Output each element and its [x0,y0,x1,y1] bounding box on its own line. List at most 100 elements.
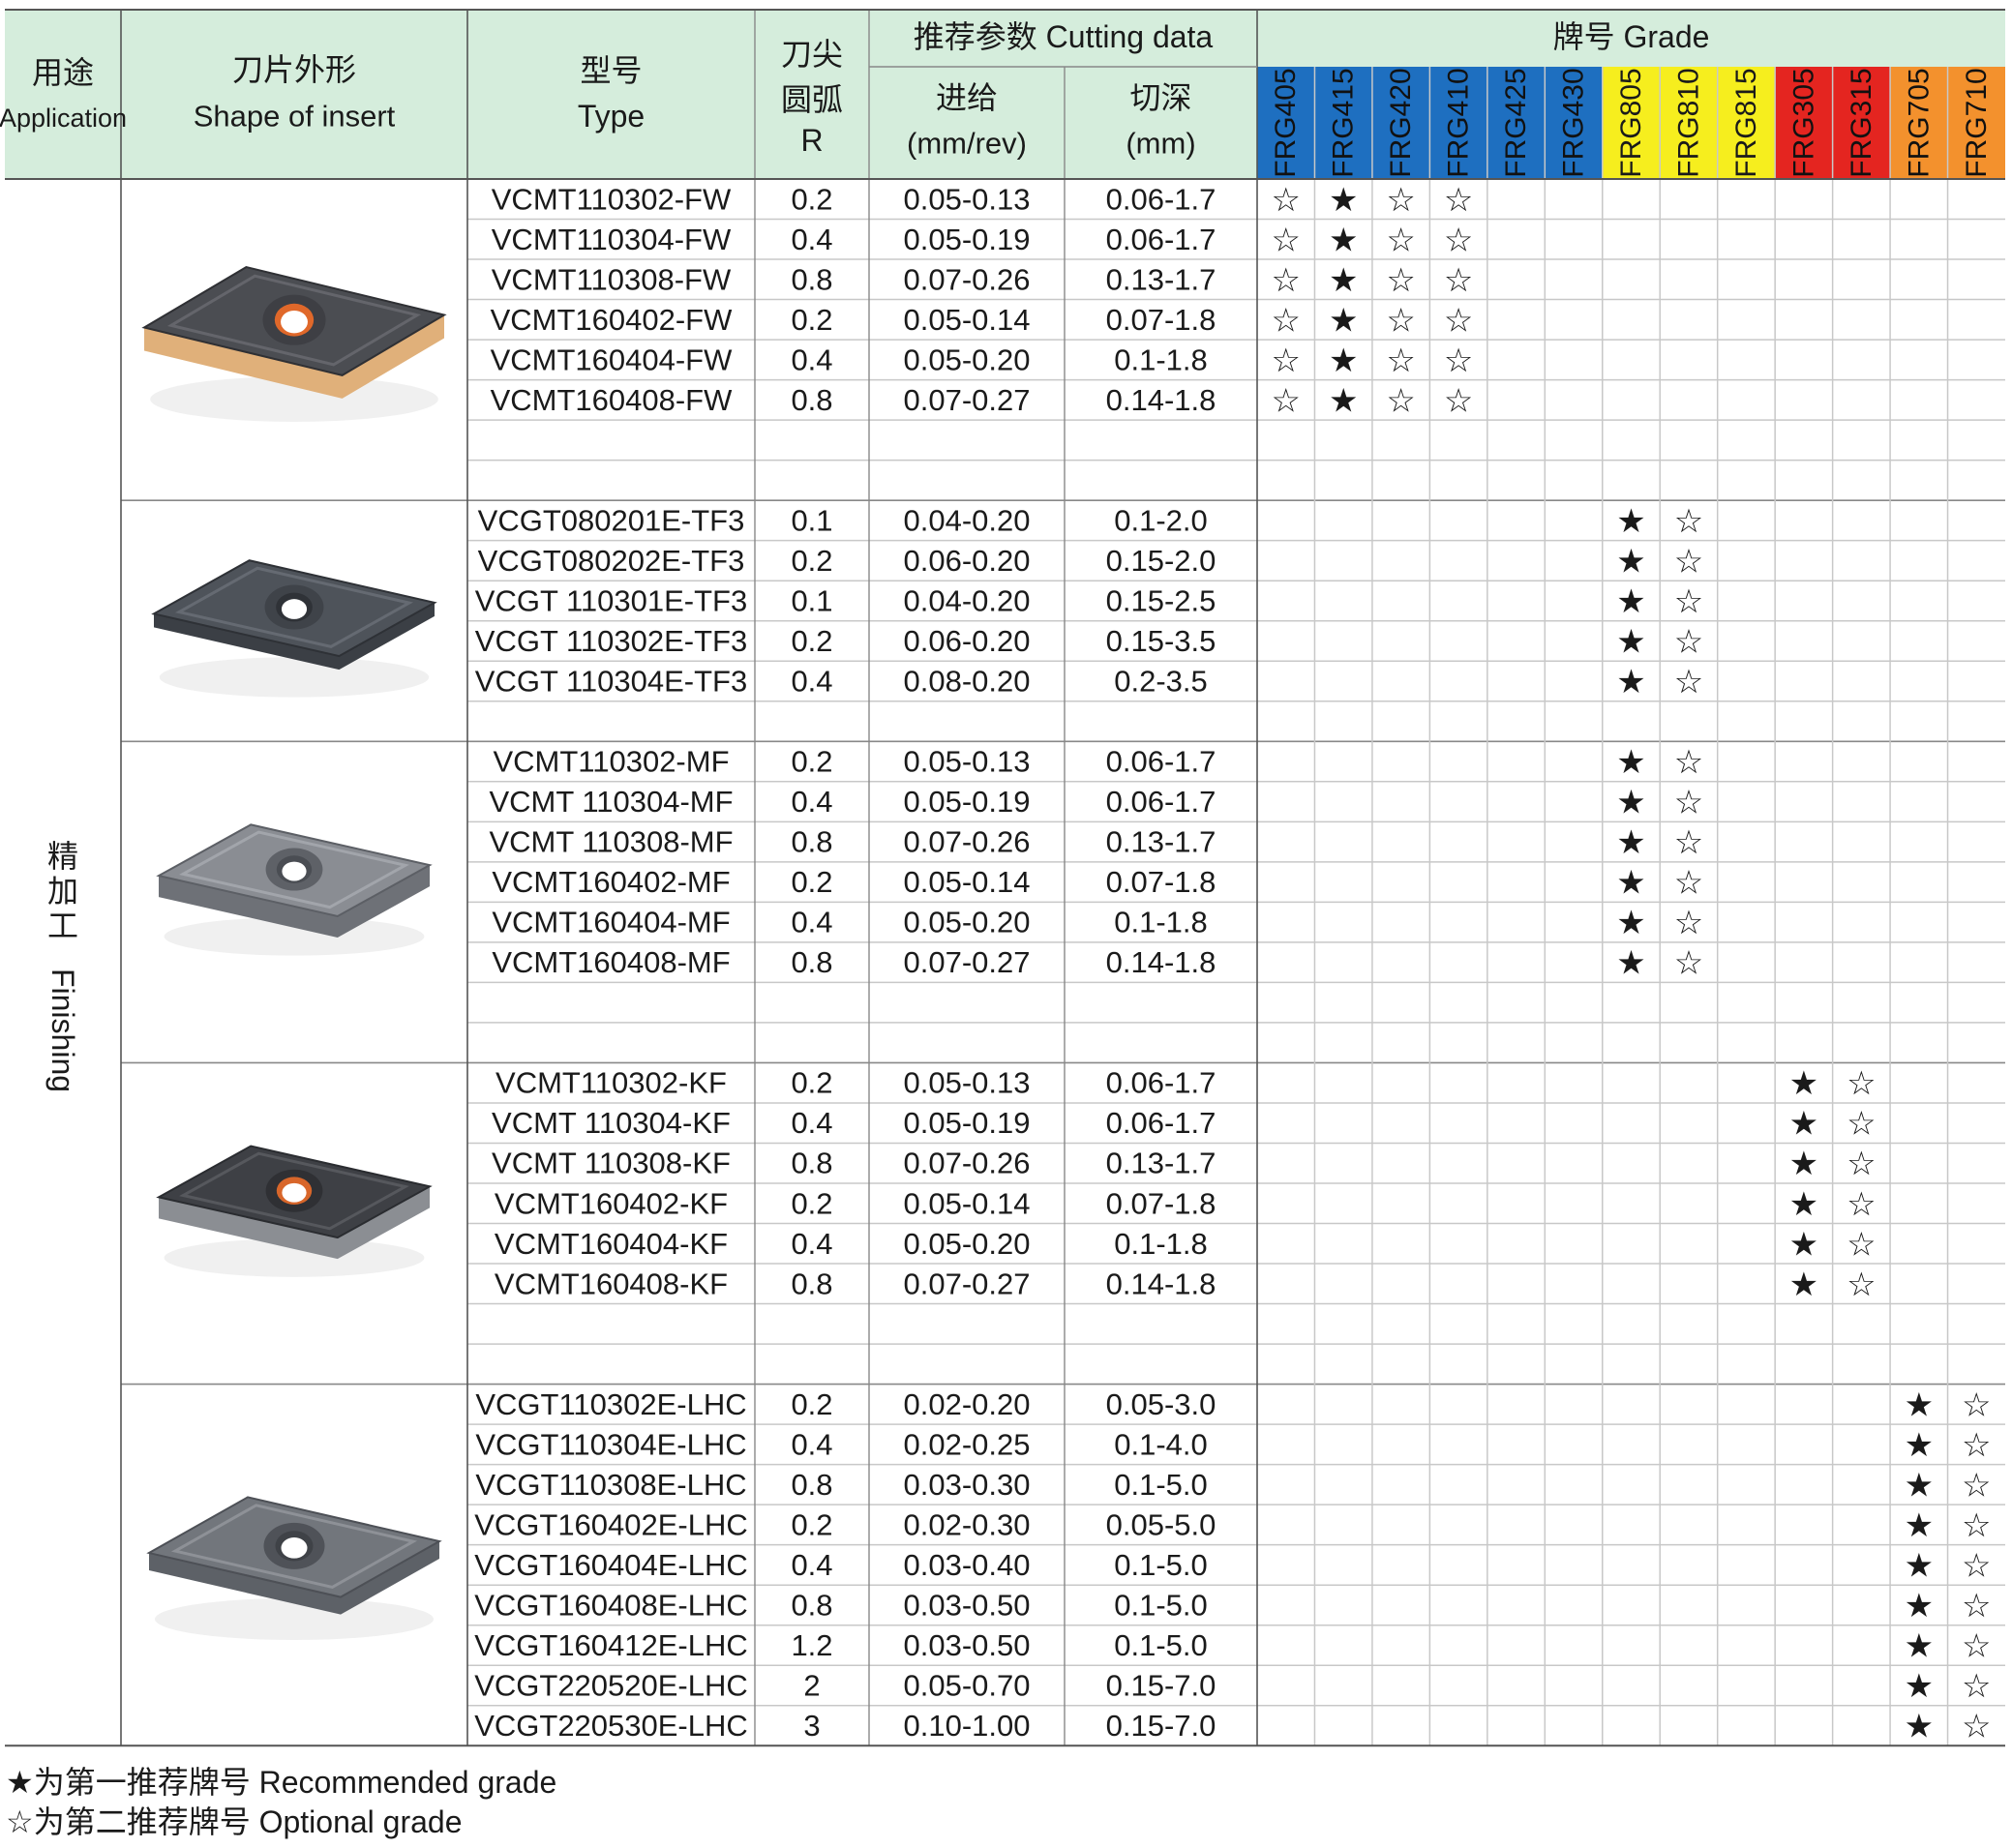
optional-star: ☆ [1674,744,1703,781]
recommended-star: ★ [1616,744,1645,781]
optional-star: ☆ [1271,343,1300,379]
r-cell: 0.8 [791,1267,832,1300]
r-cell: 0.4 [791,1106,832,1140]
feed-cell: 0.07-0.26 [904,825,1031,859]
grade-header-frg315 [1832,67,1891,179]
optional-star: ☆ [1962,1427,1991,1464]
type-cell: VCMT110302-FW [492,182,732,216]
feed-cell: 0.02-0.30 [904,1507,1031,1541]
optional-star: ☆ [1386,182,1415,219]
recommended-star: ★ [1329,182,1358,219]
depth-cell: 0.1-5.0 [1114,1548,1208,1582]
recommended-star: ★ [1905,1627,1934,1664]
r-cell: 0.2 [791,182,832,216]
type-cell: VCMT160408-FW [491,383,734,417]
grade-header-frg705 [1890,67,1948,179]
header-r-line2: 圆弧 [781,82,843,117]
insert-shadow [159,657,430,698]
feed-cell: 0.10-1.00 [904,1709,1031,1743]
grade-header-frg430 [1545,67,1603,179]
insert-chipbreaker [166,274,422,367]
r-cell: 0.2 [791,745,832,779]
depth-cell: 0.13-1.7 [1106,825,1216,859]
type-cell: VCGT080201E-TF3 [478,503,745,537]
type-cell: VCGT110302E-LHC [475,1387,746,1421]
header-feed-unit: (mm/rev) [907,127,1027,161]
depth-cell: 0.15-2.5 [1106,583,1216,617]
header-application-cn: 用途 [32,55,94,90]
recommended-star: ★ [1905,1507,1934,1544]
optional-star: ☆ [1386,343,1415,379]
optional-star: ☆ [1444,382,1473,419]
legend-recommended: ★为第一推荐牌号 Recommended grade [6,1765,557,1800]
optional-star: ☆ [1386,262,1415,299]
header-feed-cn: 进给 [936,80,998,115]
recommended-star: ★ [1616,664,1645,700]
grade-header-frg425 [1486,67,1546,179]
application-label-en: Finishing [45,969,80,1092]
insert-hole [281,310,308,334]
recommended-star: ★ [1329,262,1358,299]
optional-star: ☆ [1962,1627,1991,1664]
recommended-star: ★ [1616,503,1645,540]
depth-cell: 0.15-7.0 [1106,1669,1216,1703]
optional-star: ☆ [1444,262,1473,299]
insert-side-face [144,314,444,399]
optional-star: ☆ [1962,1547,1991,1584]
grade-label: FRG810 [1672,68,1704,177]
depth-cell: 0.1-1.8 [1114,343,1208,376]
optional-star: ☆ [1962,1467,1991,1504]
type-cell: VCMT 110308-MF [489,825,733,859]
optional-star: ☆ [1444,343,1473,379]
grade-label: FRG805 [1615,68,1647,177]
type-cell: VCMT160402-MF [492,865,730,899]
depth-cell: 0.06-1.7 [1106,1066,1216,1100]
optional-star: ☆ [1674,664,1703,700]
insert-side-face [159,1186,430,1260]
recommended-star: ★ [1329,222,1358,258]
r-cell: 0.2 [791,624,832,658]
depth-cell: 0.13-1.7 [1106,1147,1216,1180]
grade-header-frg305 [1775,67,1833,179]
insert-side-face [154,602,435,671]
optional-star: ☆ [1674,785,1703,821]
grade-header-frg805 [1602,67,1661,179]
type-cell: VCMT160408-KF [495,1267,728,1300]
type-cell: VCGT 110302E-TF3 [475,624,747,658]
optional-star: ☆ [1271,382,1300,419]
recommended-star: ★ [1789,1106,1818,1143]
cutting-data-table: FRG405 FRG415 FRG420 FRG410 FRG425 FRG430 FRG8… [0,9,2005,1747]
type-cell: VCMT 110308-KF [492,1147,731,1180]
optional-star: ☆ [1962,1709,1991,1745]
header-grade-title: 牌号 Grade [1553,19,1710,54]
r-cell: 3 [803,1709,820,1743]
feed-cell: 0.05-0.13 [904,1066,1031,1100]
recommended-star: ★ [1789,1065,1818,1102]
grade-label: FRG430 [1558,68,1590,177]
grade-label: FRG710 [1961,68,1993,177]
feed-cell: 0.05-0.14 [904,1186,1031,1220]
feed-cell: 0.07-0.27 [904,945,1031,979]
depth-cell: 0.1-1.8 [1114,1227,1208,1261]
r-cell: 0.2 [791,865,832,899]
type-cell: VCGT160408E-LHC [474,1588,748,1622]
type-cell: VCGT160412E-LHC [474,1628,748,1662]
r-cell: 0.8 [791,262,832,296]
grade-header-frg710 [1947,67,2005,179]
recommended-star: ★ [1616,865,1645,902]
insert-mf-grey [156,823,433,956]
feed-cell: 0.03-0.30 [904,1468,1031,1502]
type-cell: VCMT160404-FW [491,343,734,376]
optional-star: ☆ [1271,182,1300,219]
recommended-star: ★ [1616,785,1645,821]
optional-star: ☆ [1674,543,1703,580]
feed-cell: 0.07-0.27 [904,383,1031,417]
header-type-cn: 型号 [580,53,642,88]
depth-cell: 0.1-4.0 [1114,1427,1208,1461]
optional-star: ☆ [1674,583,1703,620]
optional-star: ☆ [1847,1065,1876,1102]
recommended-star: ★ [1329,302,1358,339]
recommended-star: ★ [1616,623,1645,660]
recommended-star: ★ [1905,1547,1934,1584]
type-cell: VCMT110304-FW [492,223,732,256]
